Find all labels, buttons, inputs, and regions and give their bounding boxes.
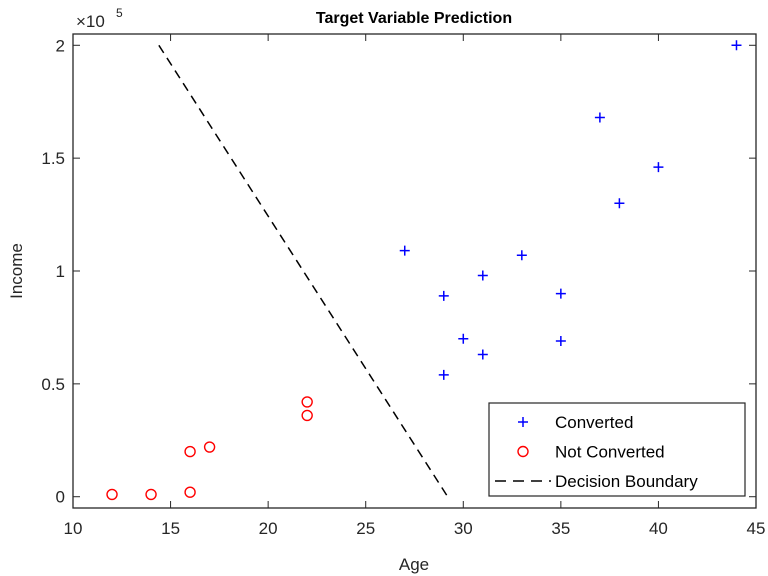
axis-ticks: 10 15 20 25 30 35 40 45 0 0.5 1 1.5 2 <box>41 34 765 538</box>
legend-plus-icon <box>518 417 528 427</box>
converted-point <box>614 198 625 209</box>
x-tick-label: 35 <box>551 519 570 538</box>
converted-point <box>516 250 527 261</box>
converted-point <box>594 112 605 123</box>
legend: Converted Not Converted Decision Boundary <box>488 402 746 497</box>
converted-point <box>731 40 742 51</box>
x-tick-label: 30 <box>454 519 473 538</box>
data-marks <box>106 40 742 501</box>
converted-point <box>555 288 566 299</box>
y-exponent: ×10 5 <box>76 6 123 31</box>
y-tick-label: 2 <box>56 36 65 55</box>
not-converted-point <box>301 409 313 422</box>
x-tick-label: 45 <box>747 519 766 538</box>
y-tick-label: 1.5 <box>41 149 65 168</box>
x-tick-label: 25 <box>356 519 375 538</box>
y-tick-label: 0.5 <box>41 375 65 394</box>
converted-point <box>477 349 488 360</box>
x-axis-label: Age <box>399 555 429 574</box>
legend-label: Decision Boundary <box>555 472 698 491</box>
y-axis-label: Income <box>7 243 26 299</box>
x-tick-label: 10 <box>64 519 83 538</box>
not-converted-point <box>184 445 196 458</box>
legend-circle-icon <box>517 445 529 458</box>
y-tick-label: 1 <box>56 262 65 281</box>
axes-frame <box>72 33 757 509</box>
y-exponent-base: ×10 <box>76 12 105 31</box>
converted-point <box>555 335 566 346</box>
not-converted-point <box>184 486 196 498</box>
x-tick-label: 40 <box>649 519 668 538</box>
y-exponent-power: 5 <box>116 6 123 20</box>
legend-label: Not Converted <box>555 443 665 462</box>
legend-label: Converted <box>555 413 633 432</box>
converted-point <box>399 245 410 256</box>
not-converted-point <box>106 488 118 501</box>
not-converted-point <box>145 488 157 501</box>
chart-title: Target Variable Prediction <box>316 10 512 27</box>
x-tick-label: 15 <box>161 519 180 538</box>
converted-point <box>477 270 488 281</box>
converted-point <box>438 369 449 380</box>
not-converted-point <box>301 396 313 408</box>
converted-point <box>438 290 449 301</box>
decision-boundary-line <box>158 44 449 498</box>
converted-point <box>458 333 469 344</box>
y-tick-label: 0 <box>56 488 65 507</box>
converted-point <box>653 162 664 173</box>
x-tick-label: 20 <box>259 519 278 538</box>
not-converted-point <box>203 441 216 453</box>
